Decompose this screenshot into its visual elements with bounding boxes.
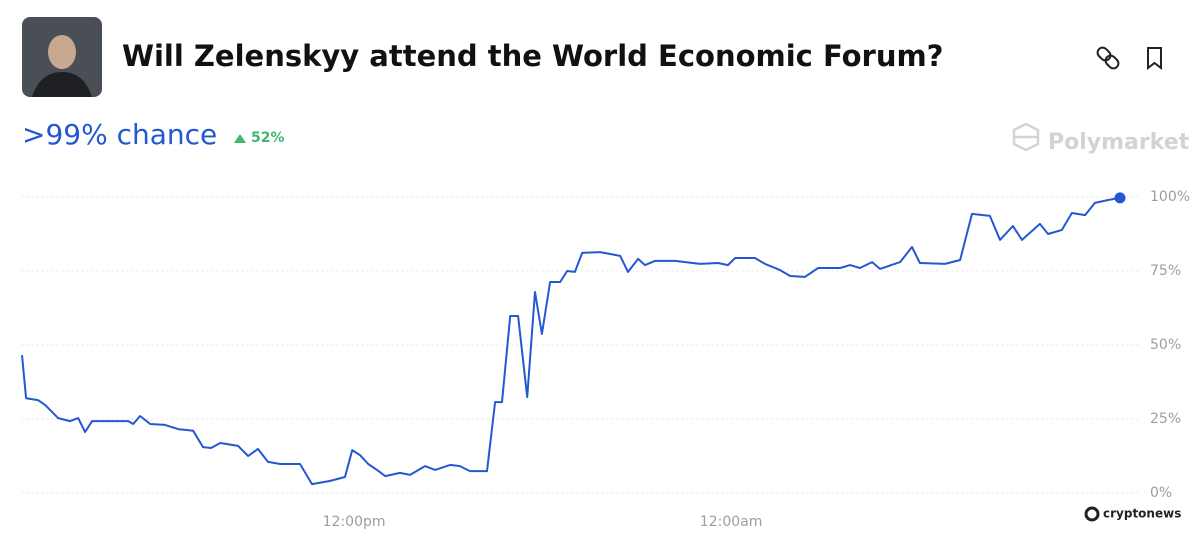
end-point [1114, 192, 1126, 204]
avatar-face [48, 35, 76, 69]
y-tick-label: 50% [1150, 337, 1181, 353]
y-tick-label: 100% [1150, 189, 1190, 205]
bookmark-icon[interactable] [1147, 47, 1162, 71]
chance: >99% chance [22, 118, 217, 151]
y-tick-label: 0% [1150, 485, 1172, 501]
watermark-logo [1084, 506, 1100, 522]
change: 52% [251, 130, 285, 146]
brand: Polymarket [1048, 130, 1190, 155]
watermark: cryptonews [1103, 507, 1181, 521]
x-tick-label: 12:00pm [323, 514, 386, 530]
avatar-suit [32, 72, 92, 97]
y-tick-label: 75% [1150, 263, 1181, 279]
title: Will Zelenskyy attend the World Economic… [122, 39, 944, 73]
price-line [21, 196, 1121, 486]
y-tick-label: 25% [1150, 411, 1181, 427]
up-arrow [234, 134, 246, 143]
brand-logo [1012, 122, 1040, 152]
x-tick-label: 12:00am [700, 514, 763, 530]
link-icon[interactable] [1096, 46, 1121, 71]
